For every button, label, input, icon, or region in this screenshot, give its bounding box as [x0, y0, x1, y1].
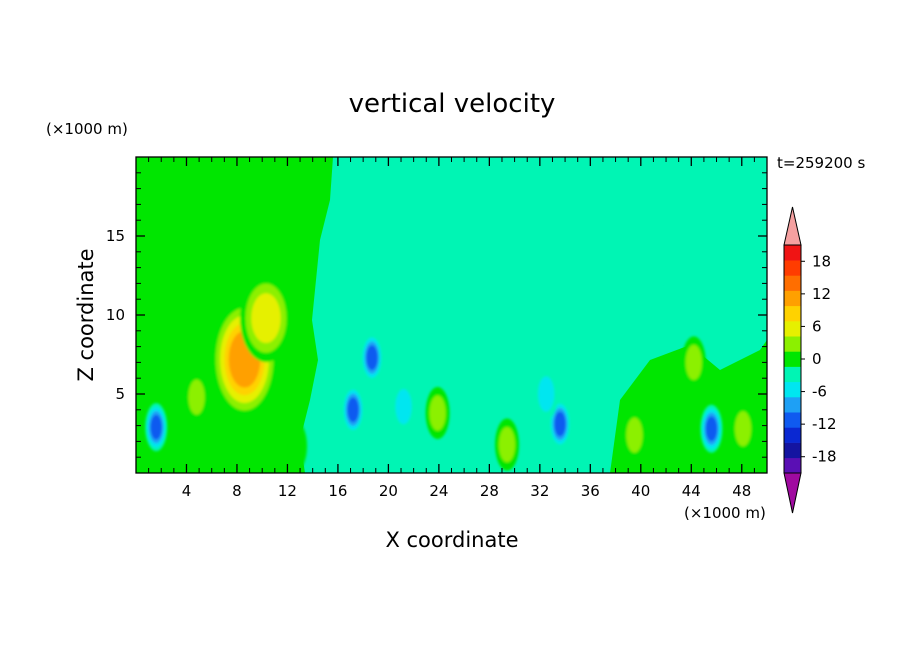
colorbar-band: [784, 336, 801, 352]
y-tick-label: 10: [106, 306, 125, 324]
x-tick-label: 36: [581, 482, 600, 500]
velocity-field: [136, 157, 767, 473]
field-feature: [342, 385, 365, 434]
contour-band: [538, 376, 555, 412]
x-tick-label: 32: [530, 482, 549, 500]
plot-area: [135, 156, 768, 474]
field-feature: [681, 336, 706, 389]
contour-band: [498, 426, 516, 463]
field-feature: [283, 420, 308, 473]
field-feature: [622, 409, 647, 462]
colorbar-band: [784, 457, 801, 474]
colorbar-tick-label: -18: [812, 448, 837, 466]
contour-band: [610, 340, 767, 473]
field-feature: [425, 386, 450, 439]
field-feature: [239, 274, 292, 363]
colorbar-band: [784, 442, 801, 459]
x-tick-label: 4: [182, 482, 192, 500]
colorbar-band: [784, 351, 801, 367]
contour-band: [251, 293, 281, 344]
colorbar-band: [784, 275, 801, 291]
field-feature: [184, 371, 209, 424]
contour-band: [685, 344, 702, 380]
colorbar-band: [784, 427, 801, 443]
contour-band: [429, 395, 446, 431]
chart-title: vertical velocity: [349, 89, 556, 119]
x-tick-label: 8: [232, 482, 242, 500]
contour-band: [626, 417, 643, 453]
colorbar-tick-label: 12: [812, 285, 831, 303]
x-tick-label: 44: [682, 482, 701, 500]
colorbar-over-arrow: [783, 206, 802, 246]
contour-band: [643, 233, 668, 286]
colorbar-band: [784, 381, 801, 398]
field-feature: [360, 333, 383, 382]
field-feature: [391, 380, 416, 433]
colorbar-band: [784, 245, 801, 261]
contour-band: [283, 420, 308, 473]
field-feature: [700, 404, 723, 453]
field-feature: [145, 403, 168, 452]
colorbar-under-arrow: [783, 472, 802, 514]
colorbar-band: [784, 397, 801, 413]
colorbar-band: [784, 260, 801, 276]
x-tick-label: 24: [429, 482, 448, 500]
x-unit-label: (×1000 m): [684, 504, 766, 522]
field-feature: [534, 368, 559, 420]
contour-band: [366, 345, 378, 370]
colorbar-tick-label: -12: [812, 415, 837, 433]
field-feature: [211, 300, 278, 419]
contour-band: [188, 379, 205, 415]
colorbar-tick-label: -6: [812, 383, 827, 401]
y-tick-label: 15: [106, 227, 125, 245]
y-axis: 5 10 15: [106, 172, 767, 458]
y-unit-label: (×1000 m): [46, 120, 128, 138]
x-tick-label: 48: [732, 482, 751, 500]
y-tick-label: 5: [115, 385, 125, 403]
x-tick-label: 40: [631, 482, 650, 500]
y-axis-title: Z coordinate: [74, 248, 98, 381]
colorbar-tick-label: 6: [812, 317, 822, 335]
contour-band: [648, 396, 673, 449]
contour-band: [734, 411, 752, 447]
colorbar-band: [784, 412, 801, 428]
x-axis-title: X coordinate: [385, 528, 518, 552]
colorbar-band: [784, 321, 801, 337]
time-label: t=259200 s: [777, 154, 865, 172]
x-tick-label: 28: [480, 482, 499, 500]
field-feature: [648, 396, 673, 449]
field-features: [145, 233, 756, 473]
colorbar: 18 12 6 0 -6 -12 -18: [783, 206, 837, 514]
contour-band: [705, 416, 718, 442]
x-tick-label: 16: [328, 482, 347, 500]
contour-band: [554, 411, 566, 437]
x-tick-label: 12: [278, 482, 297, 500]
field-feature: [731, 402, 756, 455]
colorbar-tick-label: 18: [812, 252, 831, 270]
x-tick-label: 20: [379, 482, 398, 500]
field-feature: [643, 233, 668, 286]
colorbar-band: [784, 305, 801, 322]
contour-band: [150, 414, 162, 440]
colorbar-tick-label: 0: [812, 350, 822, 368]
contour-band: [347, 397, 359, 423]
x-axis: 4 8 12 16 20 24 28 32 36 40 44 48: [148, 157, 755, 500]
colorbar-band: [784, 290, 801, 307]
field-feature: [549, 400, 572, 449]
field-feature: [495, 418, 520, 471]
colorbar-band: [784, 366, 801, 383]
contour-band: [395, 389, 412, 425]
